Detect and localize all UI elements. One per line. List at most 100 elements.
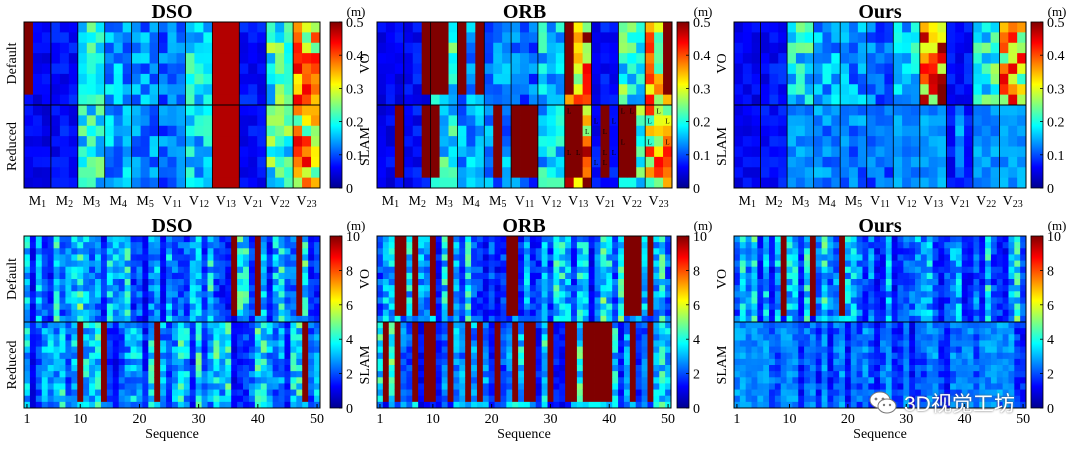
heatmap-cell xyxy=(893,105,903,116)
heatmap-cell xyxy=(850,236,858,243)
heatmap-cell xyxy=(804,303,811,311)
heatmap-cell xyxy=(424,389,431,397)
heatmap-cell xyxy=(528,53,539,64)
heatmap-cell xyxy=(95,291,102,298)
heatmap-cell xyxy=(893,73,903,85)
heatmap-cell xyxy=(654,146,664,158)
heatmap-cell xyxy=(999,84,1009,96)
heatmap-cell xyxy=(453,291,460,298)
heatmap-cell xyxy=(529,260,537,268)
heatmap-cell xyxy=(194,115,204,127)
heatmap-cell xyxy=(547,340,554,347)
heatmap-cell xyxy=(154,236,161,243)
heatmap-cell xyxy=(647,260,654,268)
heatmap-cell xyxy=(547,260,554,268)
heatmap-cell xyxy=(511,136,521,147)
heatmap-cell xyxy=(284,272,291,280)
heatmap-cell xyxy=(780,260,787,268)
heatmap-cell xyxy=(663,84,673,96)
heatmap-cell xyxy=(131,22,142,33)
heatmap-cell xyxy=(453,340,460,347)
heatmap-cell xyxy=(225,254,232,261)
heatmap-cell xyxy=(65,266,72,274)
heatmap-cell xyxy=(623,236,631,243)
heatmap-cell xyxy=(955,63,965,75)
heatmap-cell xyxy=(65,377,72,384)
heatmap-cell xyxy=(645,125,655,137)
heatmap-cell xyxy=(482,401,490,409)
heatmap-cell xyxy=(212,156,222,168)
heatmap-cell xyxy=(524,352,531,360)
heatmap-cell xyxy=(734,32,744,44)
heatmap-cell xyxy=(136,315,143,323)
heatmap-cell xyxy=(778,125,788,137)
heatmap-cell xyxy=(207,365,214,372)
heatmap-cell xyxy=(500,242,507,249)
heatmap-cell xyxy=(160,242,167,249)
heatmap-cell xyxy=(623,303,631,311)
heatmap-cell xyxy=(891,242,898,249)
heatmap-cell xyxy=(412,177,423,189)
heatmap-cell xyxy=(494,322,501,329)
heatmap-cell xyxy=(219,291,226,298)
heatmap-cell xyxy=(502,156,512,168)
heatmap-cell xyxy=(804,236,811,243)
heatmap-cell xyxy=(546,177,557,189)
heatmap-cell xyxy=(822,84,832,96)
heatmap-cell xyxy=(406,242,413,249)
heatmap-cell xyxy=(148,328,155,335)
heatmap-cell xyxy=(571,248,578,255)
heatmap-cell xyxy=(429,389,437,397)
heatmap-cell xyxy=(582,167,592,179)
heatmap-cell xyxy=(406,303,413,311)
colorbar-unit: (m) xyxy=(347,4,366,19)
heatmap-cell xyxy=(131,63,142,75)
heatmap-cell xyxy=(629,358,637,366)
heatmap-cell xyxy=(266,22,276,33)
heatmap-cell xyxy=(154,358,161,366)
heatmap-cell xyxy=(47,297,54,304)
heatmap-cell xyxy=(804,105,815,116)
heatmap-cell xyxy=(453,303,460,311)
heatmap-cell xyxy=(576,315,584,323)
heatmap-cell xyxy=(787,84,797,96)
heatmap-cell xyxy=(742,94,753,106)
heatmap-cell xyxy=(856,315,863,323)
heatmap-cell xyxy=(106,272,114,280)
heatmap-cell xyxy=(53,346,60,354)
heatmap-cell xyxy=(65,236,72,243)
heatmap-cell xyxy=(535,291,543,298)
heatmap-cell xyxy=(778,22,788,33)
heatmap-cell xyxy=(100,260,108,268)
heatmap-cell xyxy=(296,340,303,347)
heatmap-cell xyxy=(243,358,250,366)
x-tick-label: M5 xyxy=(136,194,153,210)
x-tick-label: M2 xyxy=(56,194,73,210)
heatmap-cell xyxy=(555,177,566,189)
heatmap-cell xyxy=(177,377,185,384)
heatmap-cell xyxy=(290,254,297,261)
heatmap-cell xyxy=(582,401,590,409)
heatmap-cell xyxy=(266,84,276,96)
heatmap-cell xyxy=(230,73,240,85)
heatmap-cell xyxy=(880,315,887,323)
heatmap-cell xyxy=(559,260,566,268)
heatmap-cell xyxy=(459,358,466,366)
heatmap-cell xyxy=(798,297,805,304)
heatmap-cell xyxy=(154,322,161,329)
heatmap-cell xyxy=(377,285,384,292)
heatmap-cell xyxy=(47,266,54,274)
heatmap-cell xyxy=(798,279,805,286)
heatmap-cell xyxy=(167,53,177,64)
heatmap-cell xyxy=(641,279,648,286)
heatmap-cell xyxy=(243,303,250,311)
heatmap-cell xyxy=(154,334,161,341)
heatmap-cell xyxy=(219,322,226,329)
heatmap-cell xyxy=(118,315,126,323)
heatmap-cell xyxy=(981,167,992,179)
heatmap-cell xyxy=(792,242,799,249)
heatmap-cell xyxy=(964,53,974,64)
heatmap-cell xyxy=(106,383,114,390)
heatmap-cell xyxy=(494,395,501,403)
heatmap-cell xyxy=(623,266,631,274)
